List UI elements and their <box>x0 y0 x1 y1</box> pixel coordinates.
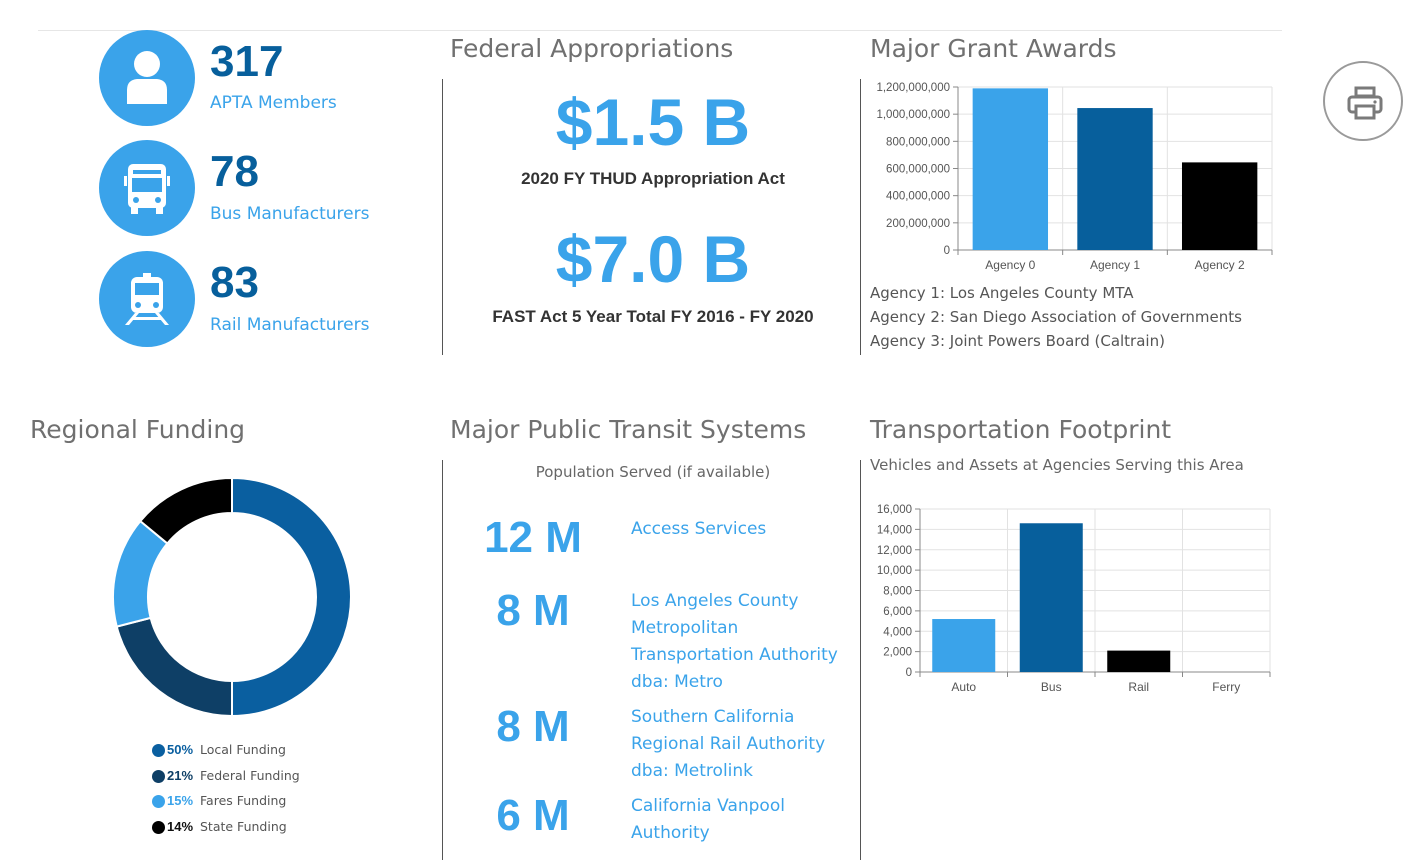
bar <box>1107 650 1171 672</box>
fast-act-amount: $7.0 B <box>555 222 751 296</box>
y-tick-label: 14,000 <box>877 524 912 536</box>
column-divider <box>860 460 861 860</box>
x-tick-label: Ferry <box>1212 680 1240 694</box>
fast-act-caption: FAST Act 5 Year Total FY 2016 - FY 2020 <box>492 307 814 326</box>
legend-percent: 14% <box>167 819 194 834</box>
bar <box>1181 162 1258 250</box>
legend-label: Fares Funding <box>200 793 287 808</box>
x-tick-label: Agency 1 <box>1090 258 1140 272</box>
y-tick-label: 12,000 <box>877 545 912 557</box>
agency-note: Agency 2: San Diego Association of Gover… <box>870 308 1242 326</box>
legend-swatch <box>152 821 165 834</box>
regional-funding-title: Regional Funding <box>30 415 246 444</box>
transportation-footprint-chart: 0 2,000 4,000 6,000 8,000 10,000 12,000 14,000 1… <box>877 504 1271 694</box>
system-link-access-services[interactable]: Access Services <box>631 519 767 539</box>
system-population: 8 M <box>496 586 570 635</box>
y-tick-label: 4,000 <box>883 626 912 638</box>
column-divider <box>442 460 443 860</box>
legend-label: State Funding <box>200 819 287 834</box>
legend-percent: 50% <box>167 742 194 757</box>
transportation-footprint-title: Transportation Footprint <box>870 415 1172 444</box>
y-tick-label: 1,200,000,000 <box>876 82 950 94</box>
y-tick-label: 8,000 <box>883 586 912 598</box>
x-tick-label: Auto <box>951 680 976 694</box>
thud-amount: $1.5 B <box>555 85 751 159</box>
stat-apta-members-value: 317 <box>210 37 284 86</box>
y-tick-label: 2,000 <box>883 647 912 659</box>
train-icon <box>99 251 195 347</box>
y-tick-label: 0 <box>906 667 912 679</box>
population-served-caption: Population Served (if available) <box>535 463 771 481</box>
y-tick-label: 16,000 <box>877 504 912 516</box>
bar <box>1077 108 1153 250</box>
legend-label: Local Funding <box>200 742 286 757</box>
legend-label: Federal Funding <box>200 768 300 783</box>
bar <box>1019 523 1083 672</box>
vehicles-assets-caption: Vehicles and Assets at Agencies Serving … <box>870 456 1244 474</box>
donut-slice <box>231 477 352 717</box>
column-divider <box>442 79 443 355</box>
x-tick-label: Rail <box>1128 680 1149 694</box>
stat-bus-manufacturers-value: 78 <box>210 147 259 196</box>
legend-swatch <box>152 795 165 808</box>
bar <box>972 88 1049 250</box>
x-tick-label: Bus <box>1041 680 1062 694</box>
y-tick-label: 0 <box>944 245 950 257</box>
federal-appropriations-title: Federal Appropriations <box>450 34 734 63</box>
person-icon <box>99 30 195 126</box>
stat-apta-members-label: APTA Members <box>210 93 337 113</box>
y-tick-label: 800,000,000 <box>886 136 950 148</box>
donut-slice <box>115 616 233 717</box>
stat-rail-manufacturers-label: Rail Manufacturers <box>210 315 370 335</box>
column-divider <box>860 79 861 355</box>
agency-note: Agency 1: Los Angeles County MTA <box>870 284 1134 302</box>
top-divider <box>38 30 1282 31</box>
stat-rail-manufacturers-value: 83 <box>210 258 259 307</box>
bar <box>932 619 996 672</box>
printer-icon <box>1347 86 1383 120</box>
y-tick-label: 1,000,000,000 <box>876 109 950 121</box>
print-button[interactable] <box>1323 61 1403 141</box>
y-tick-label: 10,000 <box>877 565 912 577</box>
system-population: 8 M <box>496 702 570 751</box>
grant-awards-chart: 0 200,000,000 400,000,000 600,000,000 800,00… <box>876 82 1273 272</box>
system-link-california-vanpool[interactable]: California Vanpool Authority <box>631 796 785 843</box>
x-tick-label: Agency 2 <box>1195 258 1245 272</box>
legend-swatch <box>152 770 165 783</box>
regional-funding-donut <box>112 477 352 717</box>
legend-swatch <box>152 744 165 757</box>
agency-note: Agency 3: Joint Powers Board (Caltrain) <box>870 332 1165 350</box>
y-tick-label: 200,000,000 <box>886 218 950 230</box>
legend-percent: 21% <box>167 768 194 783</box>
stat-bus-manufacturers-label: Bus Manufacturers <box>210 204 370 224</box>
legend-percent: 15% <box>167 793 194 808</box>
thud-caption: 2020 FY THUD Appropriation Act <box>521 169 785 188</box>
y-tick-label: 400,000,000 <box>886 191 950 203</box>
bus-icon <box>99 140 195 236</box>
y-tick-label: 6,000 <box>883 606 912 618</box>
major-transit-systems-title: Major Public Transit Systems <box>450 415 807 444</box>
y-tick-label: 600,000,000 <box>886 164 950 176</box>
system-population: 12 M <box>484 513 582 562</box>
major-grant-awards-title: Major Grant Awards <box>870 34 1117 63</box>
system-link-metrolink[interactable]: Southern California Regional Rail Author… <box>631 707 826 781</box>
system-link-la-metro[interactable]: Los Angeles County Metropolitan Transpor… <box>631 591 838 692</box>
x-tick-label: Agency 0 <box>985 258 1035 272</box>
system-population: 6 M <box>496 791 570 840</box>
donut-slice <box>138 477 233 545</box>
